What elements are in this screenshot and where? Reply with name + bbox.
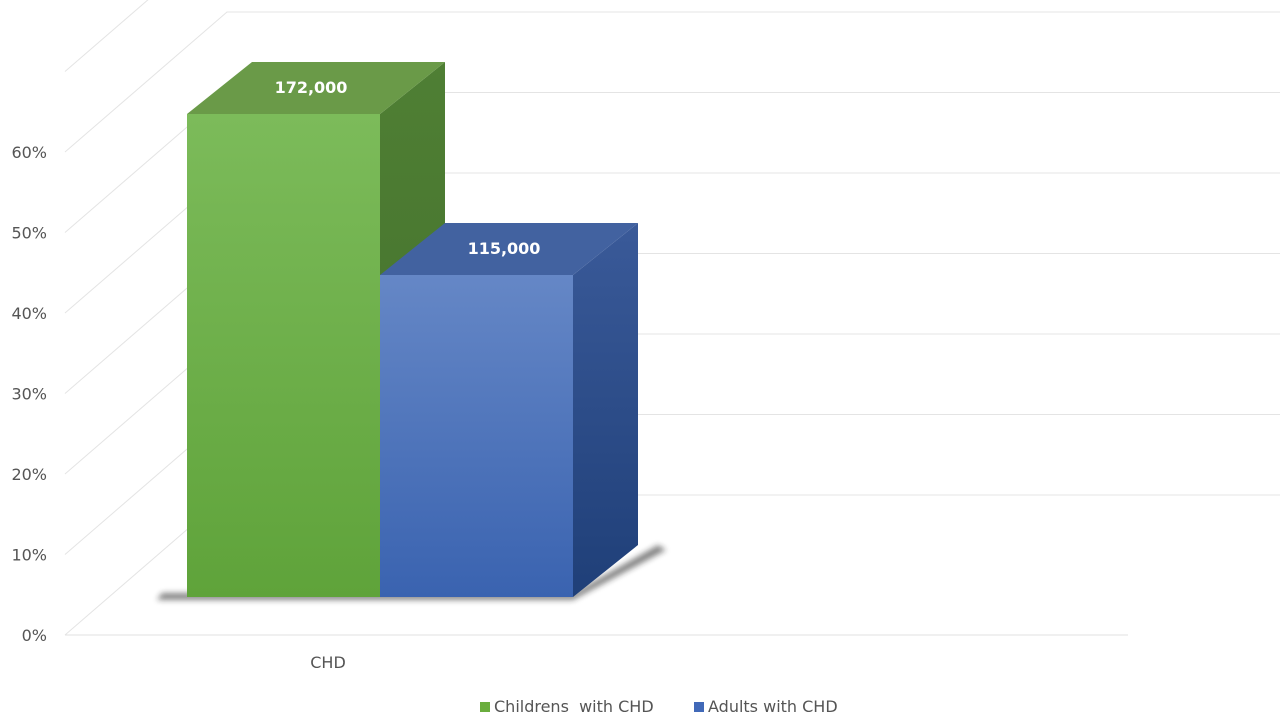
x-tick-label: CHD — [310, 653, 346, 672]
y-tick-label: 10% — [11, 546, 47, 565]
y-tick-label: 20% — [11, 465, 47, 484]
legend: Childrens with CHD Adults with CHD — [480, 697, 838, 715]
data-label: 115,000 — [468, 239, 541, 258]
y-tick-label: 60% — [11, 143, 47, 162]
bar-front-face — [380, 275, 573, 597]
bar-top-face — [187, 62, 445, 114]
legend-swatch — [694, 702, 704, 712]
y-tick-label: 0% — [22, 626, 47, 645]
bar — [380, 223, 638, 597]
bar-top-face — [380, 223, 638, 275]
y-tick-label: 40% — [11, 304, 47, 323]
y-tick-label: 30% — [11, 385, 47, 404]
gridline — [64, 11, 1280, 153]
legend-label: Childrens with CHD — [494, 697, 654, 715]
legend-item: Adults with CHD — [694, 697, 838, 715]
legend-swatch — [480, 702, 490, 712]
y-axis: 0% 10% 20% 30% 40% 50% 60% — [11, 143, 47, 645]
y-tick-label: 50% — [11, 224, 47, 243]
data-labels: 172,000 115,000 — [275, 78, 541, 258]
bar-side-face — [573, 223, 638, 597]
bar-front-face — [187, 114, 380, 597]
x-axis: CHD — [310, 653, 346, 672]
data-label: 172,000 — [275, 78, 348, 97]
gridline — [64, 0, 149, 72]
bars — [157, 62, 666, 600]
legend-label: Adults with CHD — [708, 697, 838, 715]
legend-item: Childrens with CHD — [480, 697, 654, 715]
